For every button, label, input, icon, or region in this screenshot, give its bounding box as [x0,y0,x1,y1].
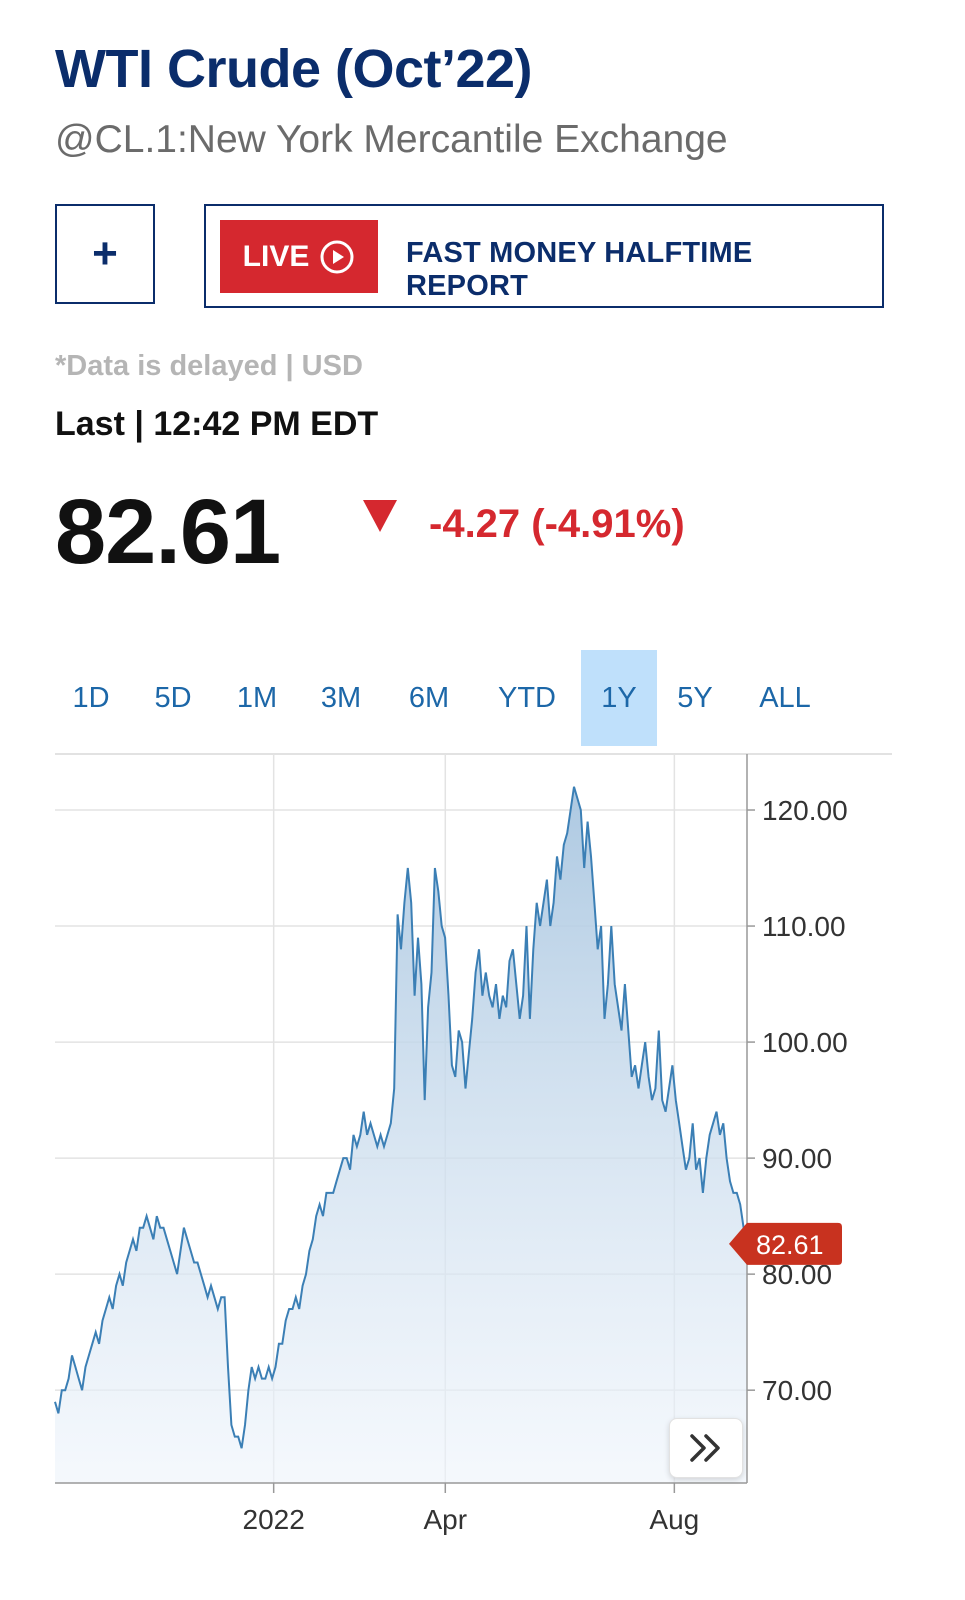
y-tick-label: 120.00 [762,795,848,826]
tab-all[interactable]: ALL [759,681,811,714]
tab-1y[interactable]: 1Y [581,650,657,746]
x-tick-label: 2022 [243,1504,305,1535]
data-delay-note: *Data is delayed | USD [55,350,363,382]
y-tick-label: 90.00 [762,1143,832,1174]
live-label: LIVE [242,239,310,273]
tab-3m[interactable]: 3M [320,681,362,714]
tab-5d[interactable]: 5D [154,681,192,714]
tab-ytd[interactable]: YTD [498,681,556,714]
price-area-fill [55,786,747,1483]
add-to-watchlist-button[interactable]: + [55,204,155,304]
x-axis-ticks: 2022 Apr Aug [243,1483,699,1535]
y-tick-label: 70.00 [762,1375,832,1406]
live-badge[interactable]: LIVE [220,220,378,293]
expand-chart-button[interactable] [669,1418,743,1478]
tab-6m[interactable]: 6M [408,681,450,714]
play-circle-icon [320,240,354,273]
live-program-title[interactable]: FAST MONEY HALFTIME REPORT [406,237,753,302]
double-chevron-right-icon [690,1434,720,1462]
x-tick-label: Aug [649,1504,699,1535]
current-price-label: 82.61 [756,1230,824,1260]
down-arrow-icon [363,500,397,532]
x-tick-label: Apr [423,1504,467,1535]
price-change: -4.27 (-4.91%) [429,502,685,546]
y-tick-label: 110.00 [762,911,846,942]
y-tick-label: 100.00 [762,1027,848,1058]
current-price-marker: 82.61 [729,1222,842,1265]
exchange-subtitle: @CL.1:New York Mercantile Exchange [55,118,728,161]
page-title: WTI Crude (Oct’22) [55,39,533,99]
tab-5y[interactable]: 5Y [677,681,713,714]
plus-icon: + [92,229,118,278]
time-range-tabs: 1D 5D 1M 3M 6M YTD 1Y 5Y ALL [55,650,915,746]
last-trade-time: Last | 12:42 PM EDT [55,405,379,443]
tab-1m[interactable]: 1M [236,681,278,714]
last-price: 82.61 [55,481,281,583]
live-program-banner[interactable]: LIVE FAST MONEY HALFTIME REPORT [204,204,884,308]
current-price-flag [729,1222,842,1265]
tab-1d[interactable]: 1D [72,681,110,714]
price-series-line [54,786,748,1449]
